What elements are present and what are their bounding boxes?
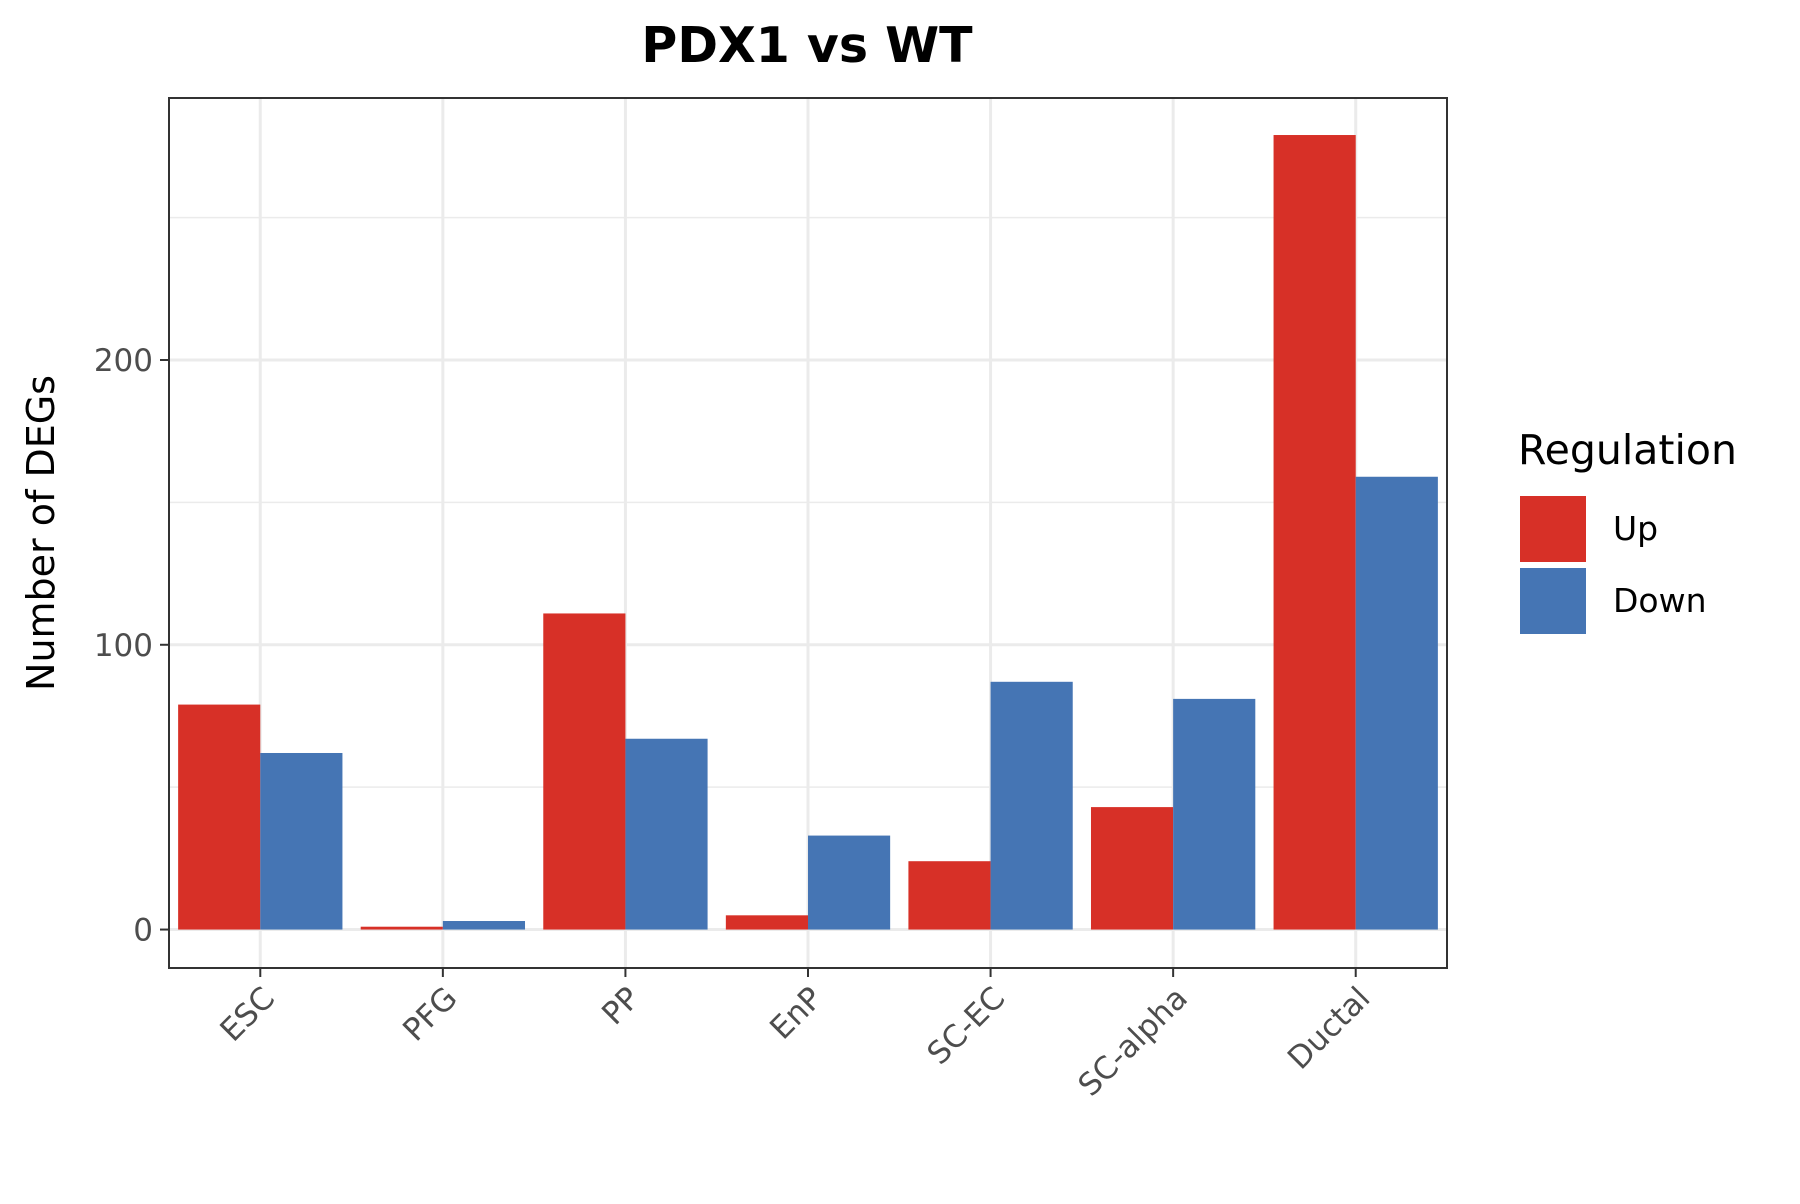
bar-down-ductal bbox=[1355, 476, 1438, 930]
bar-down-enp bbox=[808, 835, 891, 930]
legend: Regulation Up Down bbox=[1518, 426, 1737, 634]
bar-up-pp bbox=[543, 613, 626, 930]
bar-up-sc-ec bbox=[908, 861, 991, 930]
chart-title: PDX1 vs WT bbox=[641, 17, 973, 74]
legend-key-down bbox=[1520, 568, 1586, 634]
bar-up-enp bbox=[725, 915, 808, 930]
bars-layer bbox=[178, 135, 1438, 930]
legend-title: Regulation bbox=[1518, 426, 1737, 474]
y-tick-label: 100 bbox=[94, 628, 153, 664]
legend-label-down: Down bbox=[1613, 581, 1707, 620]
bar-up-pfg bbox=[360, 926, 443, 930]
y-tick-label: 0 bbox=[133, 913, 153, 949]
legend-key-up bbox=[1520, 496, 1586, 562]
bar-down-sc-ec bbox=[990, 681, 1073, 930]
bar-down-pfg bbox=[442, 921, 526, 930]
bar-up-esc bbox=[178, 704, 261, 930]
bar-down-esc bbox=[260, 752, 343, 930]
bar-up-sc-alpha bbox=[1090, 807, 1174, 930]
bar-up-ductal bbox=[1273, 135, 1356, 930]
legend-items: Up Down bbox=[1520, 496, 1707, 634]
y-tick-label: 200 bbox=[94, 343, 153, 379]
y-axis-title: Number of DEGs bbox=[19, 375, 63, 691]
bar-down-pp bbox=[625, 738, 708, 930]
bar-down-sc-alpha bbox=[1173, 698, 1256, 930]
legend-label-up: Up bbox=[1613, 509, 1658, 548]
